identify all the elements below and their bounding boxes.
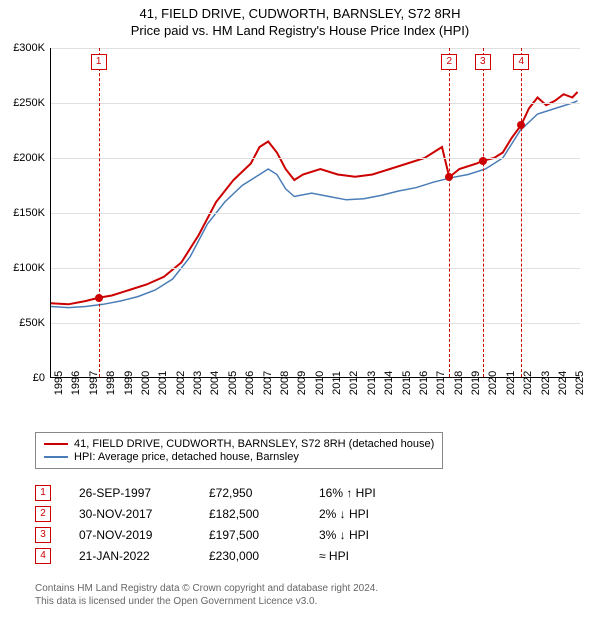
series-line: [51, 101, 578, 308]
event-vline: [449, 48, 450, 377]
legend-row: 41, FIELD DRIVE, CUDWORTH, BARNSLEY, S72…: [44, 438, 434, 450]
x-axis-label: 2002: [175, 371, 187, 395]
x-axis-label: 2017: [435, 371, 447, 395]
x-axis-label: 2023: [540, 371, 552, 395]
x-axis-label: 2015: [401, 371, 413, 395]
title-line-2: Price paid vs. HM Land Registry's House …: [0, 23, 600, 40]
legend-swatch: [44, 456, 68, 458]
event-date: 26-SEP-1997: [79, 486, 209, 500]
event-marker: 2: [441, 54, 457, 70]
plot-region: 1 2 3 4: [50, 48, 580, 378]
sale-dot: [445, 173, 453, 181]
y-axis-label: £50K: [19, 317, 45, 329]
sale-dot: [479, 157, 487, 165]
footer-line-1: Contains HM Land Registry data © Crown c…: [35, 582, 378, 595]
legend: 41, FIELD DRIVE, CUDWORTH, BARNSLEY, S72…: [35, 432, 443, 469]
event-date: 07-NOV-2019: [79, 528, 209, 542]
x-axis-label: 2012: [348, 371, 360, 395]
x-axis-label: 2019: [470, 371, 482, 395]
x-axis-label: 2001: [157, 371, 169, 395]
legend-label: HPI: Average price, detached house, Barn…: [74, 451, 299, 463]
x-axis-label: 2014: [383, 371, 395, 395]
event-delta: 3% ↓ HPI: [319, 528, 429, 542]
event-delta: ≈ HPI: [319, 549, 429, 563]
event-price: £72,950: [209, 486, 319, 500]
gridline: [51, 48, 580, 49]
event-row: 2 30-NOV-2017£182,5002% ↓ HPI: [35, 506, 429, 522]
x-axis-label: 2005: [227, 371, 239, 395]
event-number: 4: [35, 548, 51, 564]
x-axis-label: 1995: [53, 371, 65, 395]
event-date: 21-JAN-2022: [79, 549, 209, 563]
chart-area: 1234 £0£50K£100K£150K£200K£250K£300K1995…: [50, 48, 580, 378]
x-axis-label: 2011: [331, 371, 343, 395]
x-axis-label: 1998: [105, 371, 117, 395]
x-axis-label: 2020: [487, 371, 499, 395]
event-delta: 2% ↓ HPI: [319, 507, 429, 521]
y-axis-label: £0: [33, 372, 45, 384]
x-axis-label: 2004: [209, 371, 221, 395]
x-axis-label: 2016: [418, 371, 430, 395]
x-axis-label: 1996: [70, 371, 82, 395]
chart-container: 41, FIELD DRIVE, CUDWORTH, BARNSLEY, S72…: [0, 0, 600, 620]
gridline: [51, 268, 580, 269]
x-axis-label: 2000: [140, 371, 152, 395]
x-axis-label: 2024: [557, 371, 569, 395]
title-line-1: 41, FIELD DRIVE, CUDWORTH, BARNSLEY, S72…: [0, 6, 600, 23]
event-price: £197,500: [209, 528, 319, 542]
legend-label: 41, FIELD DRIVE, CUDWORTH, BARNSLEY, S72…: [74, 438, 434, 450]
x-axis-label: 2008: [279, 371, 291, 395]
legend-row: HPI: Average price, detached house, Barn…: [44, 451, 434, 463]
y-axis-label: £250K: [13, 97, 45, 109]
x-axis-label: 2003: [192, 371, 204, 395]
x-axis-label: 2022: [522, 371, 534, 395]
event-number: 1: [35, 485, 51, 501]
event-vline: [483, 48, 484, 377]
x-axis-label: 2010: [314, 371, 326, 395]
gridline: [51, 158, 580, 159]
x-axis-label: 2009: [296, 371, 308, 395]
events-table: 1 26-SEP-1997£72,95016% ↑ HPI 2 30-NOV-2017…: [35, 480, 429, 569]
event-date: 30-NOV-2017: [79, 507, 209, 521]
gridline: [51, 323, 580, 324]
event-row: 1 26-SEP-1997£72,95016% ↑ HPI: [35, 485, 429, 501]
x-axis-label: 2018: [453, 371, 465, 395]
sale-dot: [95, 294, 103, 302]
event-number: 3: [35, 527, 51, 543]
footer-line-2: This data is licensed under the Open Gov…: [35, 595, 378, 608]
event-delta: 16% ↑ HPI: [319, 486, 429, 500]
legend-swatch: [44, 443, 68, 445]
event-price: £230,000: [209, 549, 319, 563]
event-marker: 1: [91, 54, 107, 70]
x-axis-label: 1999: [123, 371, 135, 395]
event-number: 2: [35, 506, 51, 522]
event-marker: 4: [513, 54, 529, 70]
x-axis-label: 2013: [366, 371, 378, 395]
event-vline: [521, 48, 522, 377]
gridline: [51, 213, 580, 214]
event-vline: [99, 48, 100, 377]
chart-title: 41, FIELD DRIVE, CUDWORTH, BARNSLEY, S72…: [0, 0, 600, 40]
event-row: 3 07-NOV-2019£197,5003% ↓ HPI: [35, 527, 429, 543]
footer-attribution: Contains HM Land Registry data © Crown c…: [35, 582, 378, 608]
series-line: [51, 92, 578, 304]
y-axis-label: £200K: [13, 152, 45, 164]
gridline: [51, 103, 580, 104]
event-marker: 3: [475, 54, 491, 70]
y-axis-label: £100K: [13, 262, 45, 274]
event-price: £182,500: [209, 507, 319, 521]
x-axis-label: 2021: [505, 371, 517, 395]
x-axis-label: 2025: [574, 371, 586, 395]
sale-dot: [517, 121, 525, 129]
y-axis-label: £300K: [13, 42, 45, 54]
event-row: 4 21-JAN-2022£230,000≈ HPI: [35, 548, 429, 564]
x-axis-label: 1997: [88, 371, 100, 395]
x-axis-label: 2006: [244, 371, 256, 395]
y-axis-label: £150K: [13, 207, 45, 219]
x-axis-label: 2007: [262, 371, 274, 395]
